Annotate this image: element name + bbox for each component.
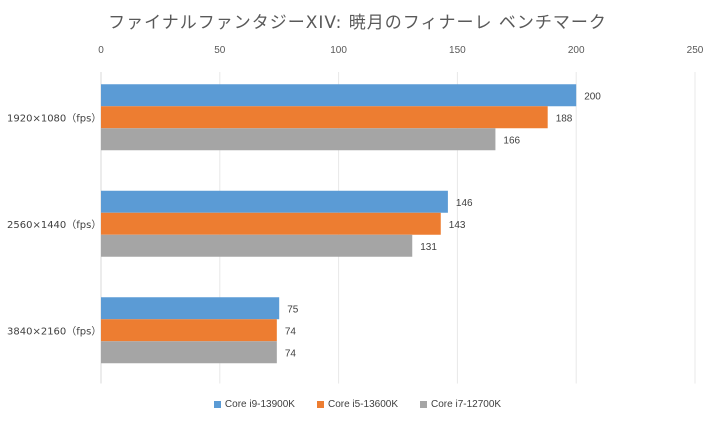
legend-swatch — [213, 401, 221, 408]
bar — [101, 341, 277, 364]
bar — [101, 128, 496, 151]
bar — [101, 106, 548, 129]
category-label: 2560×1440（fps） — [7, 219, 101, 231]
x-tick-label: 100 — [330, 45, 347, 56]
bar — [101, 84, 577, 107]
category-label: 3840×2160（fps） — [7, 325, 101, 337]
chart-title: ファイナルファンタジーXIV: 暁月のフィナーレ ベンチマーク — [108, 13, 607, 33]
data-label: 131 — [420, 242, 437, 253]
data-label: 143 — [449, 220, 466, 231]
legend-item: Core i9-13900K — [213, 399, 295, 410]
category-label: 1920×1080（fps） — [7, 112, 101, 124]
legend-item: Core i5-13600K — [316, 399, 399, 410]
data-label: 74 — [285, 326, 297, 337]
data-label: 200 — [584, 91, 601, 102]
x-tick-label: 50 — [214, 45, 226, 56]
data-label: 188 — [556, 113, 573, 124]
bar — [101, 297, 280, 320]
x-tick-label: 200 — [568, 45, 585, 56]
data-label: 74 — [285, 348, 297, 359]
bar — [101, 212, 441, 235]
x-tick-label: 150 — [449, 45, 466, 56]
legend: Core i9-13900K Core i5-13600K Core i7-1270… — [0, 399, 715, 410]
bar — [101, 234, 413, 257]
legend-swatch — [420, 401, 428, 408]
legend-swatch — [316, 401, 324, 408]
legend-label: Core i7-12700K — [431, 399, 502, 410]
legend-label: Core i9-13900K — [224, 399, 295, 410]
legend-item: Core i7-12700K — [420, 399, 501, 410]
data-label: 146 — [456, 198, 473, 209]
data-label: 75 — [287, 304, 299, 315]
bar — [101, 190, 448, 213]
data-label: 166 — [503, 135, 520, 146]
bar — [101, 319, 277, 342]
legend-label: Core i5-13600K — [327, 399, 399, 410]
x-tick-label: 0 — [98, 45, 104, 56]
x-tick-label: 250 — [687, 45, 704, 56]
